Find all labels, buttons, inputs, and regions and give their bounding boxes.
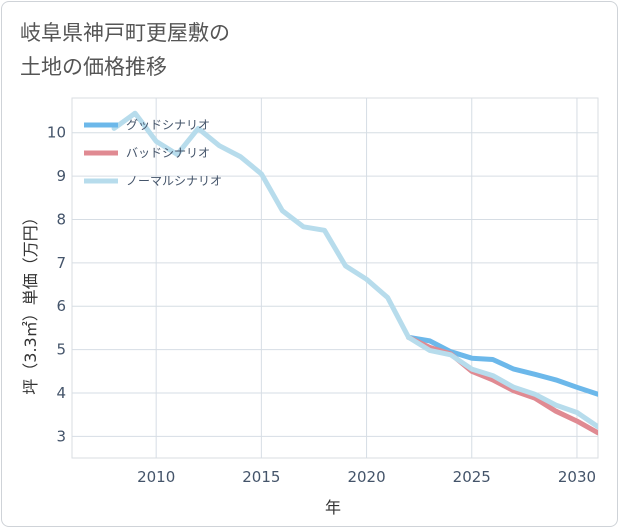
legend-label-1: バッドシナリオ [126,146,210,160]
x-tick-label: 2025 [453,468,491,486]
chart-title-line-1: 岐阜県神戸町更屋敷の [20,21,230,45]
chart-title: 岐阜県神戸町更屋敷の 土地の価格推移 [20,16,230,84]
series-lines [111,110,598,436]
y-tick-label: 10 [47,124,66,142]
y-tick-label: 5 [56,341,66,359]
y-tick-label: 8 [56,210,66,228]
y-tick-label: 7 [56,254,66,272]
y-tick-label: 9 [56,167,66,185]
x-tick-label: 2020 [347,468,385,486]
plot-area [71,97,599,459]
series-line-2 [111,110,598,430]
series-line-0 [406,334,598,397]
chart-title-line-2: 土地の価格推移 [20,55,167,79]
y-tick-label: 4 [56,384,66,402]
grid-lines [72,98,598,458]
x-tick-label: 2015 [242,468,280,486]
x-axis-title: 年 [325,498,341,517]
tick-labels: 2010 2015 2020 2025 2030 3 4 5 6 7 8 9 10 [47,124,596,486]
x-tick-label: 2030 [558,468,596,486]
x-tick-label: 2010 [137,468,175,486]
y-tick-label: 3 [56,427,66,445]
y-tick-label: 6 [56,297,66,315]
y-axis-title: 坪（3.3㎡）単価（万円） [21,209,40,394]
legend-label-0: グッドシナリオ [126,118,210,132]
legend-label-2: ノーマルシナリオ [126,174,222,188]
